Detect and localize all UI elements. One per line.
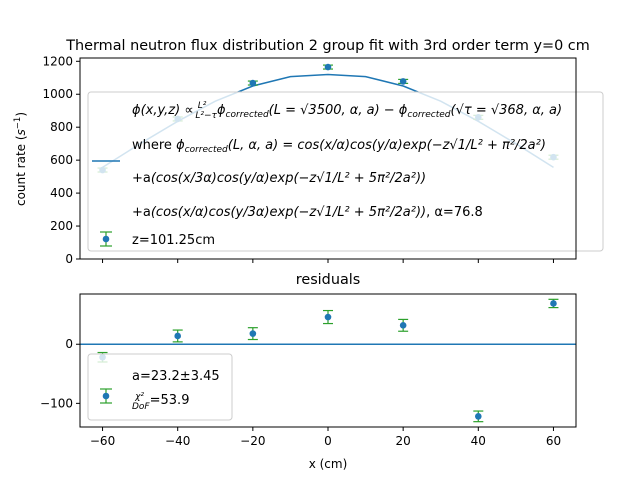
residual-marker bbox=[550, 300, 557, 307]
legend-formula-line-2: where ϕcorrected(L, α, a) = cos(x/α)cos(… bbox=[132, 138, 546, 155]
residuals-x-tick-label: −20 bbox=[240, 434, 265, 448]
residuals-x-axis-label: x (cm) bbox=[309, 457, 348, 471]
main-y-tick-label: 800 bbox=[50, 120, 73, 134]
main-y-tick-label: 1200 bbox=[42, 54, 73, 68]
residuals-title: residuals bbox=[296, 272, 361, 288]
residuals-x-tick-label: 0 bbox=[324, 434, 332, 448]
residuals-legend-errorbar-swatch bbox=[100, 388, 112, 404]
residuals-x-tick-label: 60 bbox=[546, 434, 561, 448]
main-plot-frame bbox=[79, 57, 577, 260]
residual-point bbox=[247, 327, 258, 341]
residuals-plot: residuals −1000 −60 −40 −20 0 20 40 60 x (cm) … bbox=[40, 272, 577, 471]
main-data-point bbox=[323, 63, 333, 71]
residual-marker bbox=[399, 322, 407, 329]
main-y-tick-label: 400 bbox=[50, 186, 73, 200]
residual-point bbox=[323, 309, 333, 325]
residuals-x-axis-ticks: −60 −40 −20 0 20 40 60 bbox=[90, 427, 561, 448]
main-plot: Thermal neutron flux distribution 2 grou… bbox=[13, 38, 604, 266]
residuals-y-tick-label: −100 bbox=[40, 396, 73, 410]
main-y-tick-label: 200 bbox=[50, 219, 73, 233]
legend-series-label: z=101.25cm bbox=[132, 233, 215, 248]
main-data-point bbox=[398, 78, 409, 85]
legend-formula-line-4: +a(cos(x/α)cos(y/3α)exp(−z√1/L² + 5π²/2a… bbox=[132, 205, 483, 220]
residual-marker bbox=[249, 330, 257, 337]
residual-point bbox=[473, 410, 484, 423]
main-y-tick-label: 600 bbox=[50, 153, 73, 167]
residual-marker bbox=[324, 313, 332, 321]
residuals-plot-frame bbox=[79, 293, 577, 428]
residuals-legend: a=23.2±3.45 χ² DoF=53.9 bbox=[87, 353, 233, 421]
residuals-x-tick-label: −60 bbox=[90, 434, 115, 448]
residuals-y-tick-label: 0 bbox=[65, 337, 73, 351]
legend-errorbar-swatch bbox=[100, 231, 112, 247]
main-plot-title: Thermal neutron flux distribution 2 grou… bbox=[65, 38, 589, 54]
main-y-tick-label: 1000 bbox=[42, 87, 73, 101]
residual-point bbox=[548, 298, 559, 309]
residual-marker bbox=[475, 413, 482, 420]
residuals-x-tick-label: −40 bbox=[165, 434, 190, 448]
main-data-marker bbox=[249, 79, 257, 87]
legend-formula-line-3: +a(cos(x/3α)cos(y/α)exp(−z√1/L² + 5π²/2a… bbox=[132, 171, 426, 186]
main-legend: ϕ(x,y,z) ∝ L² L²−τϕcorrected(L = √3500, α… bbox=[87, 91, 604, 252]
main-y-axis-label: count rate (s−1) bbox=[13, 112, 28, 206]
main-x-axis-ticks bbox=[102, 259, 554, 263]
residual-point bbox=[172, 329, 183, 343]
residuals-y-axis-ticks: −100 0 bbox=[40, 337, 80, 410]
residuals-legend-frame bbox=[87, 353, 233, 421]
main-data-marker bbox=[324, 63, 332, 71]
residuals-legend-fit-param: a=23.2±3.45 bbox=[132, 369, 220, 384]
residual-point bbox=[398, 318, 409, 332]
main-y-tick-label: 0 bbox=[65, 252, 73, 266]
main-data-point bbox=[247, 79, 258, 87]
residuals-legend-chi2: χ² DoF=53.9 bbox=[132, 392, 189, 412]
residual-marker bbox=[174, 332, 181, 340]
residuals-x-tick-label: 20 bbox=[396, 434, 411, 448]
main-legend-frame bbox=[87, 91, 604, 252]
residuals-x-tick-label: 40 bbox=[471, 434, 486, 448]
main-y-axis-ticks: 0 200 400 600 800 1000 1200 bbox=[42, 54, 80, 266]
residuals-data-points bbox=[97, 298, 559, 423]
main-data-marker bbox=[399, 78, 407, 85]
